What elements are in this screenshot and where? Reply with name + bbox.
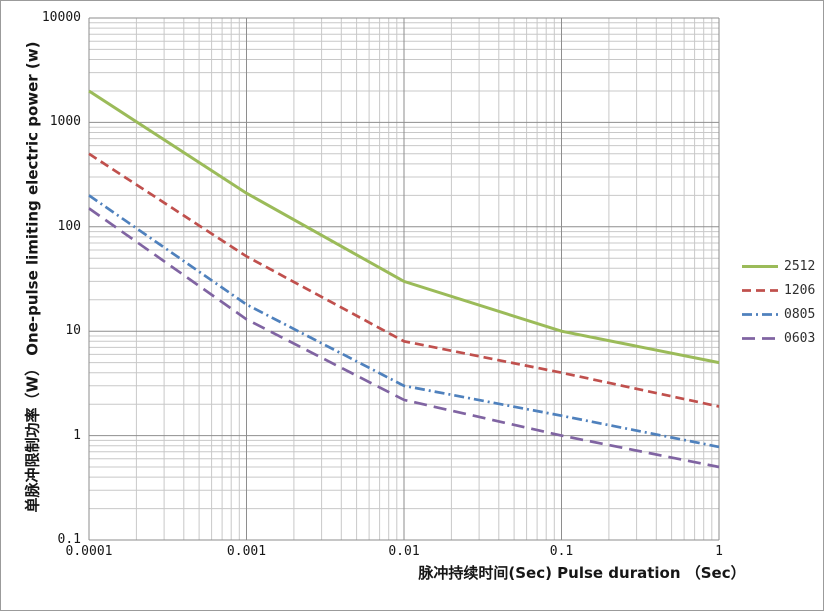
legend-label: 0603 <box>784 331 816 346</box>
x-tick-label: 0.1 <box>549 544 574 559</box>
legend-item-2512: 2512 <box>741 259 815 274</box>
legend-swatch-1206 <box>742 289 778 292</box>
legend: 2512 1206 0805 0603 <box>741 259 815 355</box>
y-tick-label: 10 <box>65 323 81 339</box>
x-tick-label: 1 <box>715 544 723 559</box>
legend-label: 2512 <box>784 259 816 274</box>
x-tick-label: 0.001 <box>226 544 267 559</box>
series-line-0603 <box>88 207 720 469</box>
x-tick-label: 0.01 <box>388 544 420 559</box>
legend-swatch-0603 <box>742 337 778 340</box>
series-line-0805 <box>88 194 720 449</box>
y-tick-label: 1000 <box>49 114 81 130</box>
legend-item-0805: 0805 <box>741 307 815 322</box>
y-axis-title: 单脉冲限制功率（W） One-pulse limiting electric p… <box>23 41 42 513</box>
x-axis-title: 脉冲持续时间(Sec) Pulse duration （Sec） <box>418 564 746 582</box>
legend-label: 0805 <box>784 307 816 322</box>
series-line-2512 <box>88 89 720 365</box>
y-tick-label: 10000 <box>41 10 81 25</box>
legend-swatch-2512 <box>742 265 778 268</box>
legend-label: 1206 <box>784 283 816 298</box>
y-tick-label: 1 <box>73 427 81 443</box>
legend-item-1206: 1206 <box>741 283 815 298</box>
x-tick-label: 0.0001 <box>65 544 113 559</box>
legend-swatch-0805 <box>742 313 778 316</box>
y-tick-label: 100 <box>57 218 81 234</box>
series-line-1206 <box>88 152 720 408</box>
legend-item-0603: 0603 <box>741 331 815 346</box>
y-tick-label: 0.1 <box>57 532 81 547</box>
